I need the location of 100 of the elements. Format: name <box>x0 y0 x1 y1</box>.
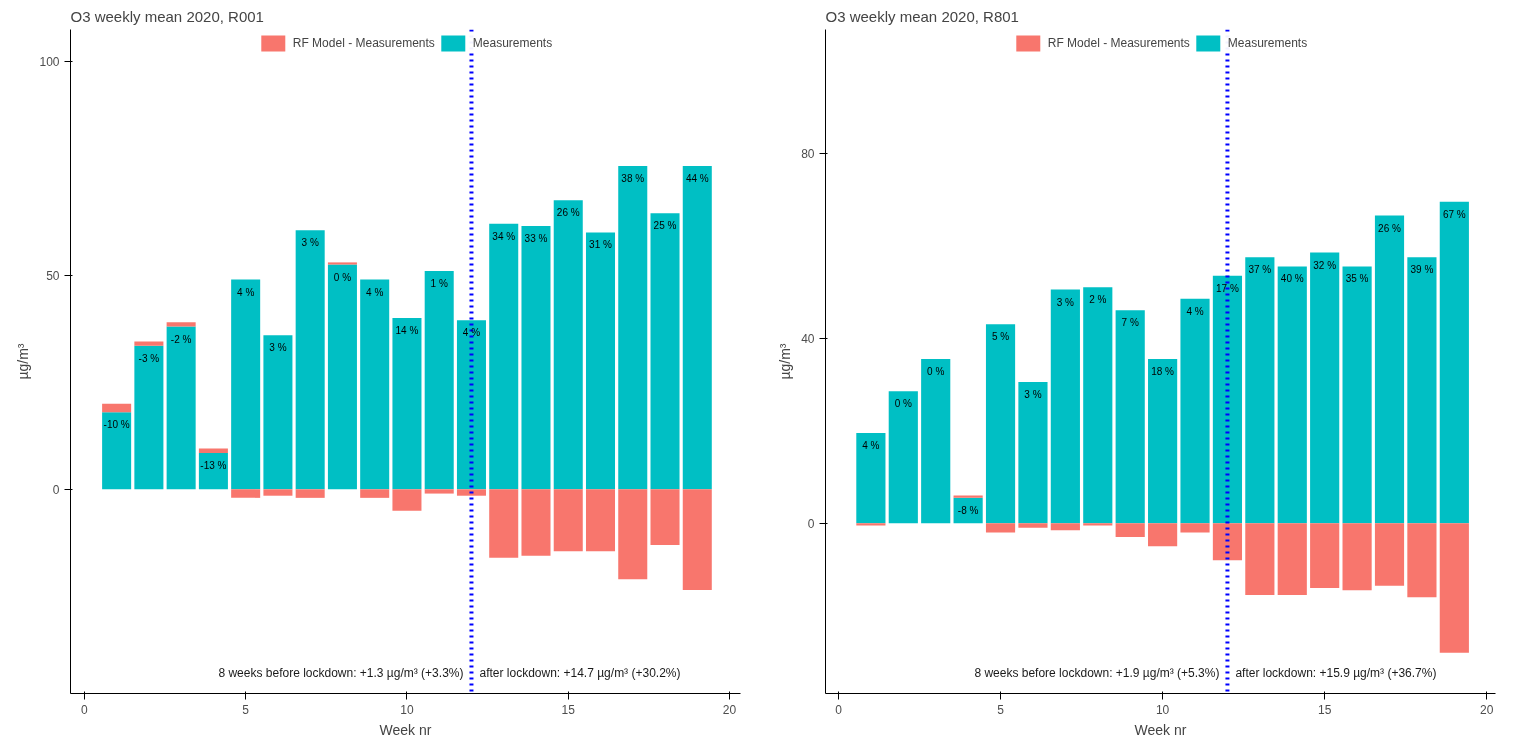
chart-title: O3 weekly mean 2020, R001 <box>70 7 264 25</box>
annotation: 0 % <box>333 271 352 283</box>
y-tick-label: 80 <box>801 146 815 161</box>
annotation: 26 % <box>1378 222 1402 234</box>
bar <box>1018 382 1048 524</box>
annotation: 32 % <box>1313 259 1337 271</box>
bar <box>585 232 616 490</box>
y-tick-label: 0 <box>807 516 815 531</box>
annotation: 1 % <box>430 277 448 289</box>
annotation: 3 % <box>1056 296 1075 308</box>
bar <box>1277 523 1307 595</box>
annotation: 33 % <box>524 233 548 244</box>
annotation: 4 % <box>237 286 255 298</box>
x-tick-label: 0 <box>81 702 89 717</box>
bar <box>1115 310 1145 524</box>
annotation: -13 % <box>200 459 227 471</box>
bar <box>1212 523 1243 561</box>
bar <box>585 489 616 552</box>
annotation: 35 % <box>1345 273 1369 285</box>
bar <box>953 495 983 498</box>
annotation: 8 weeks before lockdown: +1.3 µg/m³ (+3.3%) <box>218 666 464 681</box>
annotation: 4 % <box>366 286 384 298</box>
bar <box>327 264 357 490</box>
bar <box>888 391 918 524</box>
legend-label: Measurements <box>1227 36 1308 50</box>
annotation: 67 % <box>1442 208 1466 220</box>
x-tick-label: 15 <box>561 702 576 717</box>
annotation: 4 % <box>462 327 481 339</box>
bar <box>1342 266 1372 524</box>
bar <box>1310 252 1340 524</box>
bar <box>360 279 390 490</box>
bar <box>424 270 454 490</box>
annotation: 25 % <box>653 220 677 232</box>
bar <box>1374 215 1405 524</box>
annotation: 3 % <box>301 237 319 249</box>
y-axis-title: µg/m³ <box>777 343 794 380</box>
bar <box>198 448 228 453</box>
annotation: 7 % <box>1121 317 1139 329</box>
y-tick-label: 40 <box>801 331 815 346</box>
x-axis-title: Week nr <box>379 721 432 738</box>
annotation: 4 % <box>862 439 880 451</box>
annotation: 8 weeks before lockdown: +1.9 µg/m³ (+5.3%) <box>974 666 1220 681</box>
bar <box>1407 523 1437 598</box>
bar <box>1050 289 1080 524</box>
bar <box>392 489 422 511</box>
bar <box>521 226 551 490</box>
bar <box>1115 523 1145 538</box>
bar <box>1439 523 1469 653</box>
annotation: after lockdown: +14.7 µg/m³ (+30.2%) <box>479 666 681 681</box>
annotation: 17 % <box>1216 282 1239 294</box>
x-tick-label: 10 <box>1155 702 1170 717</box>
y-tick-label: 0 <box>52 482 60 497</box>
legend-label: Measurements <box>472 36 553 50</box>
annotation: -8 % <box>957 504 979 516</box>
annotation: 5 % <box>991 331 1010 343</box>
x-tick-label: 10 <box>400 702 414 717</box>
bar <box>650 213 680 490</box>
x-tick-label: 20 <box>722 702 737 717</box>
bar <box>921 358 951 524</box>
bar <box>134 341 164 346</box>
bar <box>134 345 164 490</box>
bar <box>1083 523 1113 526</box>
bar <box>1180 298 1210 524</box>
bar <box>1180 523 1210 533</box>
bar <box>1148 523 1178 547</box>
annotation: 3 % <box>269 342 287 354</box>
bar <box>1245 523 1275 595</box>
bar <box>1439 201 1469 524</box>
bar <box>1342 523 1372 591</box>
chart-title: O3 weekly mean 2020, R801 <box>825 7 1019 25</box>
bar <box>1148 358 1178 524</box>
bar <box>856 523 886 526</box>
bar <box>1245 257 1275 524</box>
annotation: 0 % <box>927 365 945 377</box>
x-tick-label: 5 <box>242 702 250 717</box>
bar <box>295 489 325 498</box>
annotation: 18 % <box>1151 365 1175 377</box>
x-tick-label: 5 <box>997 702 1005 717</box>
bar <box>456 320 486 490</box>
bar <box>456 489 486 496</box>
annotation: 44 % <box>685 173 709 185</box>
legend-label: RF Model - Measurements <box>292 36 435 50</box>
bar <box>618 489 648 580</box>
annotation: -2 % <box>170 333 192 345</box>
annotation: 4 % <box>1186 305 1204 317</box>
y-axis-title: µg/m³ <box>15 343 32 380</box>
bar <box>553 200 583 490</box>
bar <box>102 412 132 490</box>
annotation: -10 % <box>103 419 130 431</box>
bar <box>1277 266 1307 524</box>
bar <box>263 335 293 490</box>
x-tick-label: 20 <box>1480 702 1494 717</box>
x-axis-title: Week nr <box>1134 721 1187 738</box>
annotation: 31 % <box>589 239 612 251</box>
bar <box>1212 275 1243 524</box>
bar <box>424 489 454 494</box>
bar <box>392 318 422 490</box>
bar <box>682 489 712 590</box>
bar <box>1310 523 1340 588</box>
annotation: 38 % <box>621 173 645 185</box>
